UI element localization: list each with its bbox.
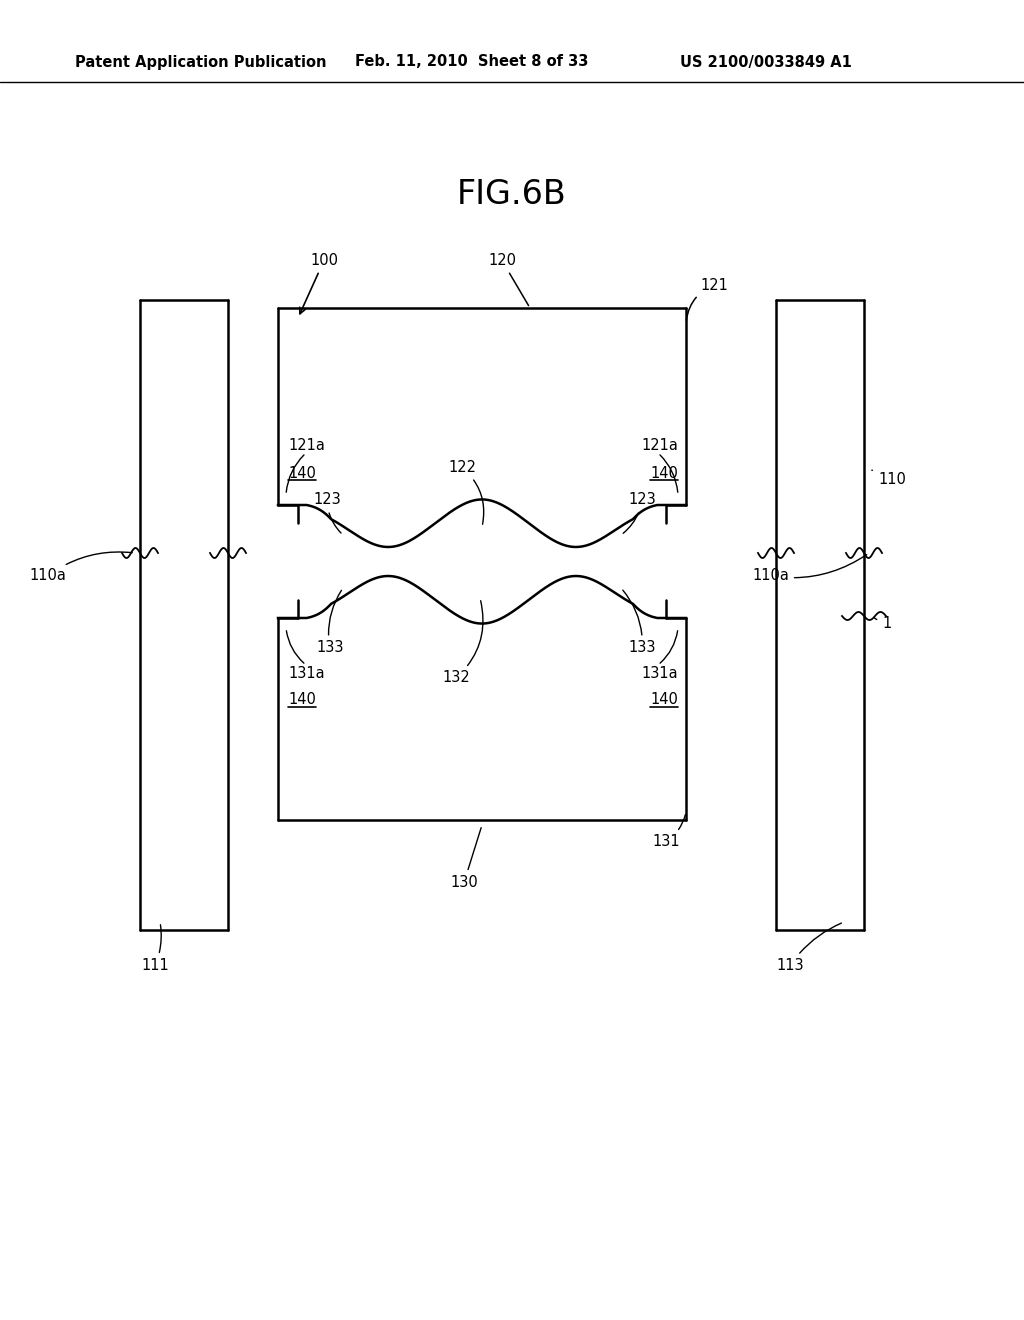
- Text: 110a: 110a: [752, 554, 866, 583]
- Text: 132: 132: [442, 601, 483, 685]
- Text: 140: 140: [288, 466, 315, 480]
- Text: 120: 120: [488, 253, 528, 306]
- Text: US 2100/0033849 A1: US 2100/0033849 A1: [680, 54, 852, 70]
- Text: 133: 133: [316, 590, 343, 656]
- Text: 131a: 131a: [641, 665, 678, 681]
- Text: Patent Application Publication: Patent Application Publication: [75, 54, 327, 70]
- Text: 140: 140: [288, 693, 315, 708]
- Text: 140: 140: [650, 466, 678, 480]
- Text: 121a: 121a: [288, 437, 325, 453]
- Text: FIG.6B: FIG.6B: [457, 178, 567, 211]
- Text: 133: 133: [623, 590, 656, 656]
- Text: 123: 123: [624, 492, 656, 533]
- Text: 140: 140: [650, 693, 678, 708]
- Text: 111: 111: [141, 925, 169, 973]
- Text: 121: 121: [686, 277, 728, 321]
- Text: 1: 1: [874, 615, 891, 631]
- Text: 131: 131: [652, 814, 685, 850]
- Text: 110: 110: [871, 470, 906, 487]
- Text: Feb. 11, 2010  Sheet 8 of 33: Feb. 11, 2010 Sheet 8 of 33: [355, 54, 589, 70]
- Text: 121a: 121a: [641, 437, 678, 453]
- Text: 110a: 110a: [29, 552, 132, 583]
- Text: 100: 100: [300, 253, 338, 314]
- Text: 130: 130: [451, 828, 481, 890]
- Text: 113: 113: [776, 923, 842, 973]
- Text: 123: 123: [313, 492, 341, 533]
- Text: 131a: 131a: [288, 665, 325, 681]
- Text: 122: 122: [449, 459, 483, 524]
